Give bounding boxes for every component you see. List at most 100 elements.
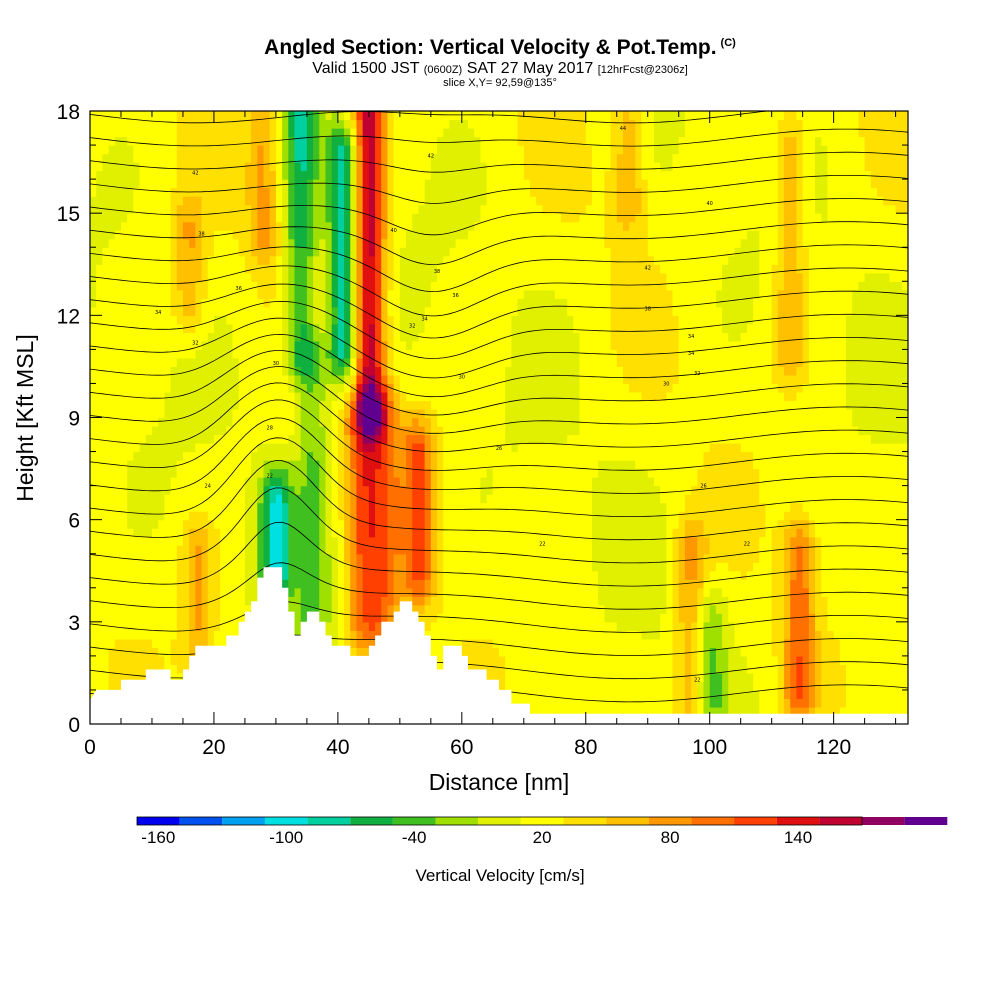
velocity-cell: [468, 315, 475, 325]
velocity-cell: [182, 494, 190, 504]
velocity-cell: [275, 196, 283, 206]
velocity-cell: [288, 119, 296, 129]
velocity-cell: [232, 400, 240, 410]
velocity-cell: [238, 315, 246, 325]
velocity-cell: [151, 613, 159, 623]
velocity-cell: [294, 221, 302, 231]
velocity-cell: [151, 383, 159, 393]
velocity-cell: [505, 579, 512, 589]
velocity-cell: [300, 221, 308, 231]
velocity-cell: [492, 426, 500, 436]
velocity-cell: [325, 630, 333, 640]
velocity-cell: [158, 596, 165, 606]
velocity-cell: [306, 255, 314, 265]
velocity-cell: [406, 494, 413, 504]
velocity-cell: [505, 460, 512, 470]
velocity-cell: [213, 306, 221, 316]
velocity-cell: [244, 562, 252, 572]
velocity-cell: [232, 213, 240, 223]
velocity-cell: [461, 494, 469, 504]
velocity-cell: [362, 426, 370, 436]
velocity-cell: [418, 511, 426, 521]
velocity-cell: [257, 238, 265, 248]
velocity-cell: [90, 145, 97, 155]
velocity-cell: [195, 272, 203, 282]
velocity-cell: [331, 145, 339, 155]
velocity-cell: [133, 128, 141, 138]
velocity-cell: [182, 596, 190, 606]
velocity-cell: [120, 434, 128, 444]
velocity-cell: [282, 221, 289, 231]
velocity-cell: [319, 349, 327, 359]
velocity-cell: [251, 111, 258, 121]
velocity-cell: [300, 553, 308, 563]
velocity-cell: [306, 400, 314, 410]
velocity-cell: [430, 247, 438, 257]
velocity-cell: [306, 511, 314, 521]
velocity-cell: [437, 272, 444, 282]
velocity-cell: [207, 391, 215, 402]
velocity-cell: [151, 204, 159, 214]
velocity-cell: [455, 621, 463, 631]
velocity-cell: [189, 145, 196, 155]
velocity-cell: [375, 170, 382, 180]
velocity-cell: [127, 366, 134, 376]
velocity-cell: [492, 136, 500, 146]
velocity-cell: [350, 162, 358, 172]
velocity-cell: [331, 511, 339, 521]
velocity-cell: [151, 519, 159, 529]
velocity-cell: [492, 255, 500, 265]
velocity-cell: [468, 451, 475, 461]
velocity-cell: [170, 528, 178, 538]
velocity-cell: [269, 204, 277, 214]
velocity-cell: [474, 630, 482, 640]
velocity-cell: [275, 162, 283, 172]
velocity-cell: [455, 587, 463, 597]
velocity-cell: [505, 298, 512, 308]
velocity-cell: [350, 630, 358, 640]
velocity-cell: [306, 213, 314, 223]
velocity-cell: [207, 247, 215, 257]
velocity-cell: [399, 162, 407, 172]
velocity-cell: [244, 485, 252, 495]
velocity-cell: [331, 340, 339, 350]
velocity-cell: [201, 553, 209, 563]
velocity-cell: [189, 315, 196, 325]
velocity-cell: [232, 477, 240, 487]
velocity-cell: [486, 477, 494, 487]
velocity-cell: [275, 315, 283, 325]
velocity-cell: [443, 187, 451, 197]
velocity-cell: [164, 494, 172, 504]
velocity-cell: [232, 204, 240, 214]
velocity-cell: [195, 196, 203, 206]
velocity-cell: [486, 247, 494, 257]
velocity-cell: [158, 630, 165, 640]
velocity-cell: [133, 162, 141, 172]
velocity-cell: [381, 477, 389, 487]
velocity-cell: [480, 298, 488, 308]
velocity-cell: [127, 162, 134, 172]
velocity-cell: [96, 145, 103, 155]
velocity-cell: [139, 630, 147, 640]
velocity-cell: [486, 519, 494, 529]
velocity-cell: [381, 230, 389, 240]
velocity-cell: [443, 281, 451, 291]
velocity-cell: [263, 187, 271, 197]
velocity-cell: [182, 519, 190, 529]
velocity-cell: [213, 221, 221, 231]
velocity-cell: [375, 451, 382, 461]
velocity-cell: [443, 391, 451, 402]
velocity-cell: [158, 638, 165, 648]
velocity-cell: [499, 647, 506, 657]
velocity-cell: [201, 153, 209, 163]
velocity-cell: [505, 655, 512, 665]
velocity-cell: [331, 613, 339, 623]
velocity-cell: [511, 145, 519, 155]
velocity-cell: [90, 621, 97, 631]
velocity-cell: [244, 357, 252, 368]
velocity-cell: [158, 511, 165, 521]
velocity-cell: [195, 562, 203, 572]
velocity-cell: [213, 170, 221, 180]
velocity-cell: [499, 596, 506, 606]
velocity-cell: [499, 417, 506, 427]
